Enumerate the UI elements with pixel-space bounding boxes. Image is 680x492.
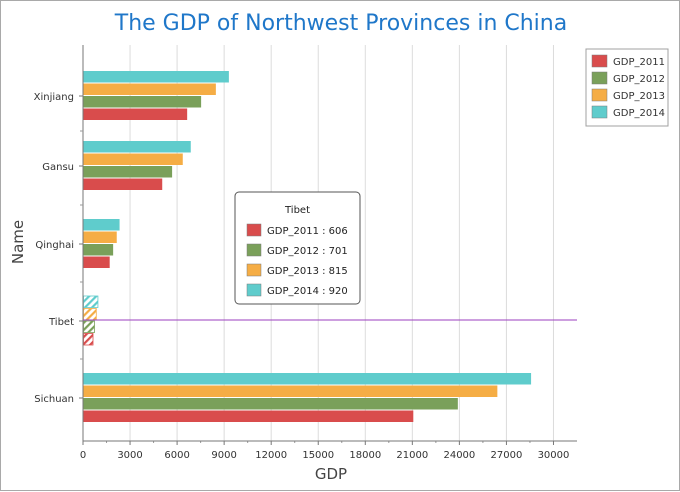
- bar-tibet-gdp_2012: [83, 320, 95, 333]
- legend-label: GDP_2011: [613, 57, 665, 68]
- x-tick-label: 30000: [538, 450, 570, 461]
- axes: 0 3000 6000 9000 12000 15000 18000 21000 24000 27…: [34, 45, 577, 461]
- x-tick-label: 24000: [443, 450, 475, 461]
- legend-swatch: [591, 54, 608, 68]
- tooltip-swatch: [246, 263, 262, 277]
- bar-tibet-gdp_2014: [83, 295, 99, 308]
- legend-swatch: [591, 105, 608, 119]
- bar-tibet-gdp_2013: [83, 308, 97, 321]
- bar-xinjiang-gdp_2012: [83, 96, 202, 108]
- chart-title: The GDP of Northwest Provinces in China: [114, 11, 567, 36]
- tooltip-item: GDP_2012 : 701: [267, 246, 348, 257]
- y-tick-label: Xinjiang: [34, 92, 74, 103]
- x-tick-label: 12000: [255, 450, 287, 461]
- x-tick-label: 9000: [211, 450, 236, 461]
- legend: GDP_2011 GDP_2012 GDP_2013 GDP_2014: [585, 48, 669, 127]
- y-tick-label: Sichuan: [34, 394, 74, 405]
- tooltip-item: GDP_2014 : 920: [267, 286, 348, 297]
- tooltip-title: Tibet: [284, 205, 310, 216]
- bar-tibet-gdp_2011: [83, 333, 94, 346]
- legend-label: GDP_2012: [613, 74, 665, 85]
- x-tick-label: 27000: [491, 450, 523, 461]
- x-tick-label: 6000: [164, 450, 189, 461]
- tooltip-item: GDP_2013 : 815: [267, 266, 348, 277]
- tooltip-swatch: [246, 243, 262, 257]
- legend-swatch: [591, 88, 608, 102]
- legend-label: GDP_2013: [613, 91, 665, 102]
- y-tick-label: Tibet: [48, 317, 74, 328]
- x-tick-label: 0: [80, 450, 86, 461]
- y-tick-label: Gansu: [42, 162, 74, 173]
- y-tick-label: Qinghai: [35, 240, 74, 251]
- tooltip-swatch: [246, 283, 262, 297]
- x-tick-label: 15000: [302, 450, 334, 461]
- x-axis-title: GDP: [315, 465, 347, 483]
- bar-xinjiang-gdp_2011: [83, 108, 188, 120]
- bar-qinghai-gdp_2012: [83, 244, 114, 256]
- tooltip-item: GDP_2011 : 606: [267, 226, 348, 237]
- bars: [83, 71, 532, 422]
- bar-gansu-gdp_2011: [83, 178, 163, 190]
- bar-gansu-gdp_2014: [83, 141, 191, 153]
- bar-gansu-gdp_2012: [83, 166, 173, 178]
- bar-sichuan-gdp_2014: [83, 373, 532, 385]
- bar-sichuan-gdp_2012: [83, 398, 458, 410]
- y-axis-title: Name: [9, 220, 27, 264]
- bar-xinjiang-gdp_2013: [83, 83, 216, 95]
- x-tick-label: 3000: [117, 450, 142, 461]
- x-tick-label: 18000: [349, 450, 381, 461]
- bar-qinghai-gdp_2011: [83, 256, 110, 268]
- tooltip: Tibet GDP_2011 : 606 GDP_2012 : 701 GDP_201…: [234, 191, 361, 305]
- bar-sichuan-gdp_2013: [83, 385, 498, 397]
- bar-gansu-gdp_2013: [83, 153, 183, 165]
- tooltip-swatch: [246, 223, 262, 237]
- bar-qinghai-gdp_2014: [83, 219, 120, 231]
- tooltip-box: [234, 191, 361, 305]
- bar-xinjiang-gdp_2014: [83, 71, 229, 83]
- bar-sichuan-gdp_2011: [83, 410, 414, 422]
- bar-qinghai-gdp_2013: [83, 231, 117, 243]
- legend-label: GDP_2014: [613, 108, 665, 119]
- x-tick-label: 21000: [396, 450, 428, 461]
- legend-swatch: [591, 71, 608, 85]
